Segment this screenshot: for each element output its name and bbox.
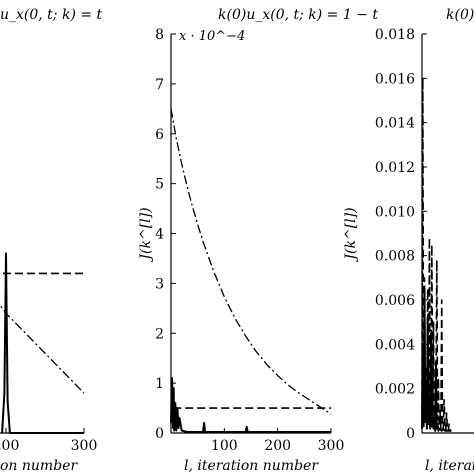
y-tick-label: 6 (155, 127, 164, 143)
y-tick-label: 0.018 (375, 27, 415, 43)
x-tick-label: 300 (318, 438, 345, 454)
y-axis-label: J(k^[l]) (138, 207, 154, 262)
y-tick-label: 0.006 (375, 293, 415, 309)
middle-panel-title: k(0)u_x(0, t; k) = 1 − t (218, 7, 378, 23)
y-tick-label: 0.010 (375, 204, 415, 220)
y-tick-label: 0.002 (375, 382, 415, 398)
y-tick-label: 1 (155, 376, 164, 392)
y-tick-label: 0 (406, 426, 415, 442)
series-dashed-line (170, 403, 331, 419)
x-tick-label: 300 (71, 438, 98, 454)
right-chart-panel: 0 0.002 0.004 0.006 0.008 0.010 0.012 0.014 0.01… (343, 27, 474, 474)
series-solid-line (170, 377, 331, 433)
y-tick-label: 8 (155, 27, 164, 43)
y-tick-label: 0.014 (375, 116, 415, 132)
series-solid-line (1, 252, 84, 434)
y-tick-label: 3 (155, 276, 164, 292)
y-axis-label: J(k^[l]) (343, 207, 359, 262)
series-dashed-line (421, 77, 452, 432)
x-axis-label: on number (0, 458, 78, 474)
x-tick-label: 200 (264, 438, 291, 454)
y-tick-label: 4 (155, 227, 164, 243)
y-tick-label: 7 (155, 77, 164, 93)
series-dash-dot-line (170, 108, 332, 415)
y-tick-label: 0.004 (375, 337, 415, 353)
series-solid-line (421, 287, 452, 432)
middle-chart-panel: 0 1 2 3 4 5 6 7 8 100 200 300 l, iteration number J(k… (138, 27, 344, 474)
series-dash-dot-line (0, 304, 85, 394)
right-panel-title: k(0) (446, 7, 474, 23)
left-chart-panel: 200 300 on number (0, 252, 98, 474)
axis-exponent-label: x · 10^−4 (179, 29, 245, 44)
y-tick-label: 2 (155, 326, 164, 342)
left-panel-title: u_x(0, t; k) = t (0, 7, 103, 23)
x-tick-label: 100 (211, 438, 238, 454)
y-tick-label: 0.012 (375, 160, 415, 176)
x-axis-label: l, iterati (425, 458, 474, 474)
y-tick-label: 0 (155, 426, 164, 442)
y-tick-label: 0.008 (375, 249, 415, 265)
x-tick-label: 200 (0, 438, 19, 454)
y-tick-label: 5 (155, 177, 164, 193)
x-axis-label: l, iteration number (184, 458, 319, 474)
y-tick-label: 0.016 (375, 71, 415, 87)
